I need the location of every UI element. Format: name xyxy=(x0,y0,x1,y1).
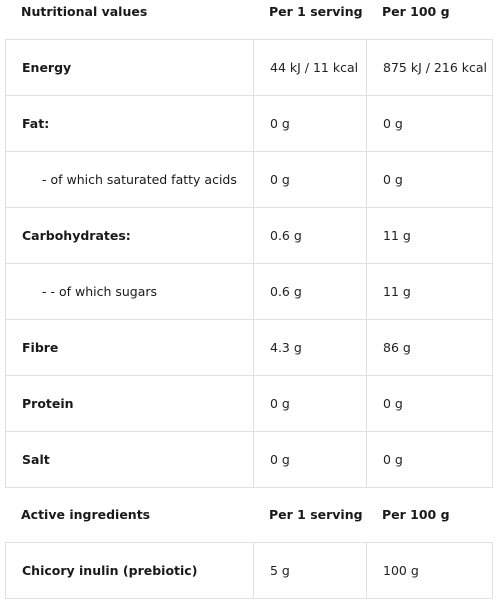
nutrient-name: Protein xyxy=(5,375,254,432)
nutrient-per100-value: 0 g xyxy=(366,431,493,488)
active-ingredients-table: Chicory inulin (prebiotic) 5 g 100 g xyxy=(5,542,493,599)
column-header-per100: Per 100 g xyxy=(382,4,450,19)
column-header-per100: Per 100 g xyxy=(382,507,450,522)
nutrient-serving-value: 0.6 g xyxy=(253,263,367,320)
nutrient-per100-value: 0 g xyxy=(366,375,493,432)
column-header-name: Active ingredients xyxy=(21,507,151,522)
nutrient-per100-value: 11 g xyxy=(366,207,493,264)
nutrient-serving-value: 0 g xyxy=(253,431,367,488)
nutrient-per100-value: 86 g xyxy=(366,319,493,376)
column-header-serving: Per 1 serving xyxy=(269,507,363,522)
nutrient-name: Fibre xyxy=(5,319,254,376)
table-row: Fibre 4.3 g 86 g xyxy=(5,319,493,376)
nutrient-subname: - - of which sugars xyxy=(5,263,254,320)
nutrient-serving-value: 4.3 g xyxy=(253,319,367,376)
table-row: Salt 0 g 0 g xyxy=(5,431,493,488)
nutrient-per100-value: 11 g xyxy=(366,263,493,320)
header-row: Active ingredients Per 1 serving Per 100… xyxy=(5,487,492,542)
header-row: Nutritional values Per 1 serving Per 100… xyxy=(5,0,492,23)
table-row: Fat: 0 g 0 g xyxy=(5,95,493,152)
table-row: - of which saturated fatty acids 0 g 0 g xyxy=(5,151,493,208)
nutrient-name: Fat: xyxy=(5,95,254,152)
nutrient-per100-value: 0 g xyxy=(366,151,493,208)
ingredient-name: Chicory inulin (prebiotic) xyxy=(5,542,254,599)
nutrient-subname: - of which saturated fatty acids xyxy=(5,151,254,208)
column-header-name: Nutritional values xyxy=(21,4,148,19)
nutrient-name: Salt xyxy=(5,431,254,488)
nutrient-per100-value: 875 kJ / 216 kcal xyxy=(366,39,493,96)
nutrition-table-header: Nutritional values Per 1 serving Per 100… xyxy=(5,0,492,23)
nutrient-serving-value: 0 g xyxy=(253,95,367,152)
ingredient-serving-value: 5 g xyxy=(253,542,367,599)
column-header-serving: Per 1 serving xyxy=(269,4,363,19)
nutrient-serving-value: 44 kJ / 11 kcal xyxy=(253,39,367,96)
table-row: Protein 0 g 0 g xyxy=(5,375,493,432)
table-row: Energy 44 kJ / 11 kcal 875 kJ / 216 kcal xyxy=(5,39,493,96)
active-ingredients-header: Active ingredients Per 1 serving Per 100… xyxy=(5,487,492,542)
table-row: - - of which sugars 0.6 g 11 g xyxy=(5,263,493,320)
nutrient-serving-value: 0 g xyxy=(253,375,367,432)
nutrient-per100-value: 0 g xyxy=(366,95,493,152)
table-row: Carbohydrates: 0.6 g 11 g xyxy=(5,207,493,264)
nutrient-serving-value: 0.6 g xyxy=(253,207,367,264)
nutrient-serving-value: 0 g xyxy=(253,151,367,208)
nutrient-name: Energy xyxy=(5,39,254,96)
table-row: Chicory inulin (prebiotic) 5 g 100 g xyxy=(5,542,493,599)
nutrition-table: Energy 44 kJ / 11 kcal 875 kJ / 216 kcal… xyxy=(5,39,493,488)
nutrient-name: Carbohydrates: xyxy=(5,207,254,264)
ingredient-per100-value: 100 g xyxy=(366,542,493,599)
